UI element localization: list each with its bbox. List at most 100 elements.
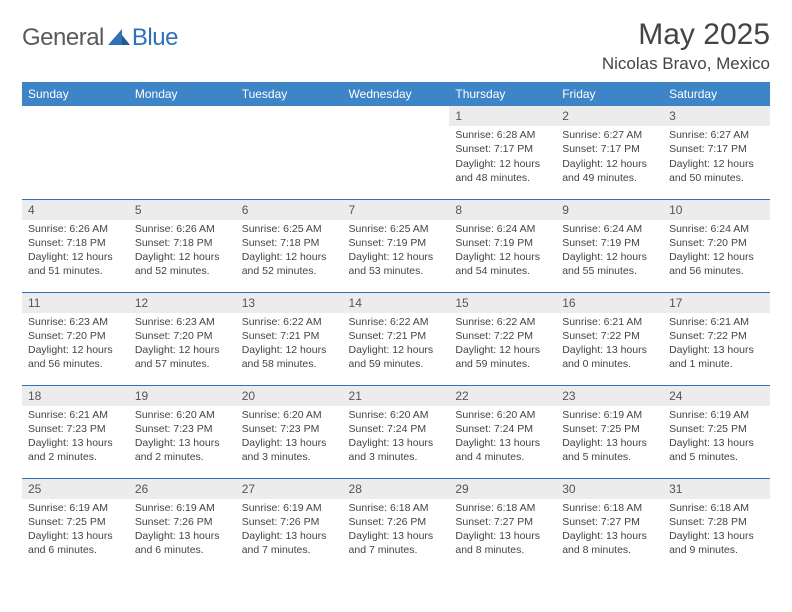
sunset-text: Sunset: 7:17 PM [562,142,657,156]
daylight-text: Daylight: 12 hours and 51 minutes. [28,250,123,278]
day-number: 3 [663,106,770,126]
calendar-cell: 21Sunrise: 6:20 AMSunset: 7:24 PMDayligh… [343,385,450,478]
sunset-text: Sunset: 7:26 PM [242,515,337,529]
empty-day [22,106,129,124]
sunrise-text: Sunrise: 6:24 AM [455,222,550,236]
daylight-text: Daylight: 12 hours and 59 minutes. [455,343,550,371]
calendar-cell: 8Sunrise: 6:24 AMSunset: 7:19 PMDaylight… [449,199,556,292]
sunset-text: Sunset: 7:27 PM [455,515,550,529]
calendar-cell [236,106,343,199]
day-details: Sunrise: 6:19 AMSunset: 7:26 PMDaylight:… [236,499,343,562]
daylight-text: Daylight: 13 hours and 6 minutes. [28,529,123,557]
sunset-text: Sunset: 7:26 PM [135,515,230,529]
daylight-text: Daylight: 13 hours and 5 minutes. [562,436,657,464]
weekday-header: Friday [556,82,663,106]
sunset-text: Sunset: 7:20 PM [135,329,230,343]
sunrise-text: Sunrise: 6:19 AM [135,501,230,515]
sunset-text: Sunset: 7:19 PM [455,236,550,250]
header: General Blue May 2025 Nicolas Bravo, Mex… [22,18,770,74]
calendar-cell: 14Sunrise: 6:22 AMSunset: 7:21 PMDayligh… [343,292,450,385]
day-number: 18 [22,386,129,406]
calendar-cell: 12Sunrise: 6:23 AMSunset: 7:20 PMDayligh… [129,292,236,385]
daylight-text: Daylight: 13 hours and 1 minute. [669,343,764,371]
sunset-text: Sunset: 7:27 PM [562,515,657,529]
calendar-cell: 22Sunrise: 6:20 AMSunset: 7:24 PMDayligh… [449,385,556,478]
day-details: Sunrise: 6:25 AMSunset: 7:18 PMDaylight:… [236,220,343,283]
daylight-text: Daylight: 13 hours and 2 minutes. [135,436,230,464]
sunrise-text: Sunrise: 6:27 AM [562,128,657,142]
calendar-cell [22,106,129,199]
daylight-text: Daylight: 12 hours and 52 minutes. [242,250,337,278]
daylight-text: Daylight: 13 hours and 3 minutes. [349,436,444,464]
day-details: Sunrise: 6:23 AMSunset: 7:20 PMDaylight:… [22,313,129,376]
sunrise-text: Sunrise: 6:26 AM [135,222,230,236]
day-number: 27 [236,479,343,499]
sunrise-text: Sunrise: 6:24 AM [669,222,764,236]
calendar-cell: 20Sunrise: 6:20 AMSunset: 7:23 PMDayligh… [236,385,343,478]
weekday-header: Thursday [449,82,556,106]
sunrise-text: Sunrise: 6:25 AM [242,222,337,236]
day-number: 28 [343,479,450,499]
day-number: 5 [129,200,236,220]
day-details: Sunrise: 6:24 AMSunset: 7:20 PMDaylight:… [663,220,770,283]
daylight-text: Daylight: 12 hours and 56 minutes. [28,343,123,371]
day-number: 30 [556,479,663,499]
day-details: Sunrise: 6:27 AMSunset: 7:17 PMDaylight:… [663,126,770,189]
sunset-text: Sunset: 7:25 PM [562,422,657,436]
daylight-text: Daylight: 13 hours and 8 minutes. [455,529,550,557]
calendar-cell: 15Sunrise: 6:22 AMSunset: 7:22 PMDayligh… [449,292,556,385]
sunset-text: Sunset: 7:23 PM [242,422,337,436]
day-number: 12 [129,293,236,313]
sunset-text: Sunset: 7:21 PM [242,329,337,343]
daylight-text: Daylight: 13 hours and 2 minutes. [28,436,123,464]
daylight-text: Daylight: 12 hours and 48 minutes. [455,157,550,185]
day-details: Sunrise: 6:19 AMSunset: 7:25 PMDaylight:… [556,406,663,469]
calendar-cell: 26Sunrise: 6:19 AMSunset: 7:26 PMDayligh… [129,478,236,571]
day-number: 1 [449,106,556,126]
calendar-cell: 17Sunrise: 6:21 AMSunset: 7:22 PMDayligh… [663,292,770,385]
sunset-text: Sunset: 7:20 PM [28,329,123,343]
day-details: Sunrise: 6:18 AMSunset: 7:28 PMDaylight:… [663,499,770,562]
calendar-week-row: 18Sunrise: 6:21 AMSunset: 7:23 PMDayligh… [22,385,770,478]
calendar-cell: 13Sunrise: 6:22 AMSunset: 7:21 PMDayligh… [236,292,343,385]
daylight-text: Daylight: 12 hours and 52 minutes. [135,250,230,278]
day-number: 7 [343,200,450,220]
sunrise-text: Sunrise: 6:24 AM [562,222,657,236]
calendar-week-row: 1Sunrise: 6:28 AMSunset: 7:17 PMDaylight… [22,106,770,199]
sunrise-text: Sunrise: 6:20 AM [242,408,337,422]
day-number: 4 [22,200,129,220]
day-details: Sunrise: 6:21 AMSunset: 7:22 PMDaylight:… [663,313,770,376]
day-number: 10 [663,200,770,220]
day-details: Sunrise: 6:24 AMSunset: 7:19 PMDaylight:… [556,220,663,283]
calendar-week-row: 4Sunrise: 6:26 AMSunset: 7:18 PMDaylight… [22,199,770,292]
day-number: 26 [129,479,236,499]
empty-day [236,106,343,124]
day-number: 23 [556,386,663,406]
location: Nicolas Bravo, Mexico [602,54,770,74]
daylight-text: Daylight: 12 hours and 58 minutes. [242,343,337,371]
calendar-cell: 25Sunrise: 6:19 AMSunset: 7:25 PMDayligh… [22,478,129,571]
sunrise-text: Sunrise: 6:21 AM [562,315,657,329]
daylight-text: Daylight: 12 hours and 57 minutes. [135,343,230,371]
weekday-header: Monday [129,82,236,106]
day-number: 29 [449,479,556,499]
day-details: Sunrise: 6:21 AMSunset: 7:23 PMDaylight:… [22,406,129,469]
day-details: Sunrise: 6:20 AMSunset: 7:23 PMDaylight:… [236,406,343,469]
sunset-text: Sunset: 7:25 PM [669,422,764,436]
day-details: Sunrise: 6:28 AMSunset: 7:17 PMDaylight:… [449,126,556,189]
weekday-header: Wednesday [343,82,450,106]
logo-triangle-icon [108,29,130,45]
calendar-cell: 2Sunrise: 6:27 AMSunset: 7:17 PMDaylight… [556,106,663,199]
calendar-cell: 1Sunrise: 6:28 AMSunset: 7:17 PMDaylight… [449,106,556,199]
sunset-text: Sunset: 7:19 PM [562,236,657,250]
day-details: Sunrise: 6:19 AMSunset: 7:25 PMDaylight:… [663,406,770,469]
sunset-text: Sunset: 7:17 PM [455,142,550,156]
day-details: Sunrise: 6:18 AMSunset: 7:27 PMDaylight:… [449,499,556,562]
calendar-cell: 3Sunrise: 6:27 AMSunset: 7:17 PMDaylight… [663,106,770,199]
sunrise-text: Sunrise: 6:21 AM [669,315,764,329]
calendar-cell: 30Sunrise: 6:18 AMSunset: 7:27 PMDayligh… [556,478,663,571]
sunset-text: Sunset: 7:26 PM [349,515,444,529]
sunrise-text: Sunrise: 6:27 AM [669,128,764,142]
daylight-text: Daylight: 13 hours and 8 minutes. [562,529,657,557]
daylight-text: Daylight: 13 hours and 7 minutes. [349,529,444,557]
